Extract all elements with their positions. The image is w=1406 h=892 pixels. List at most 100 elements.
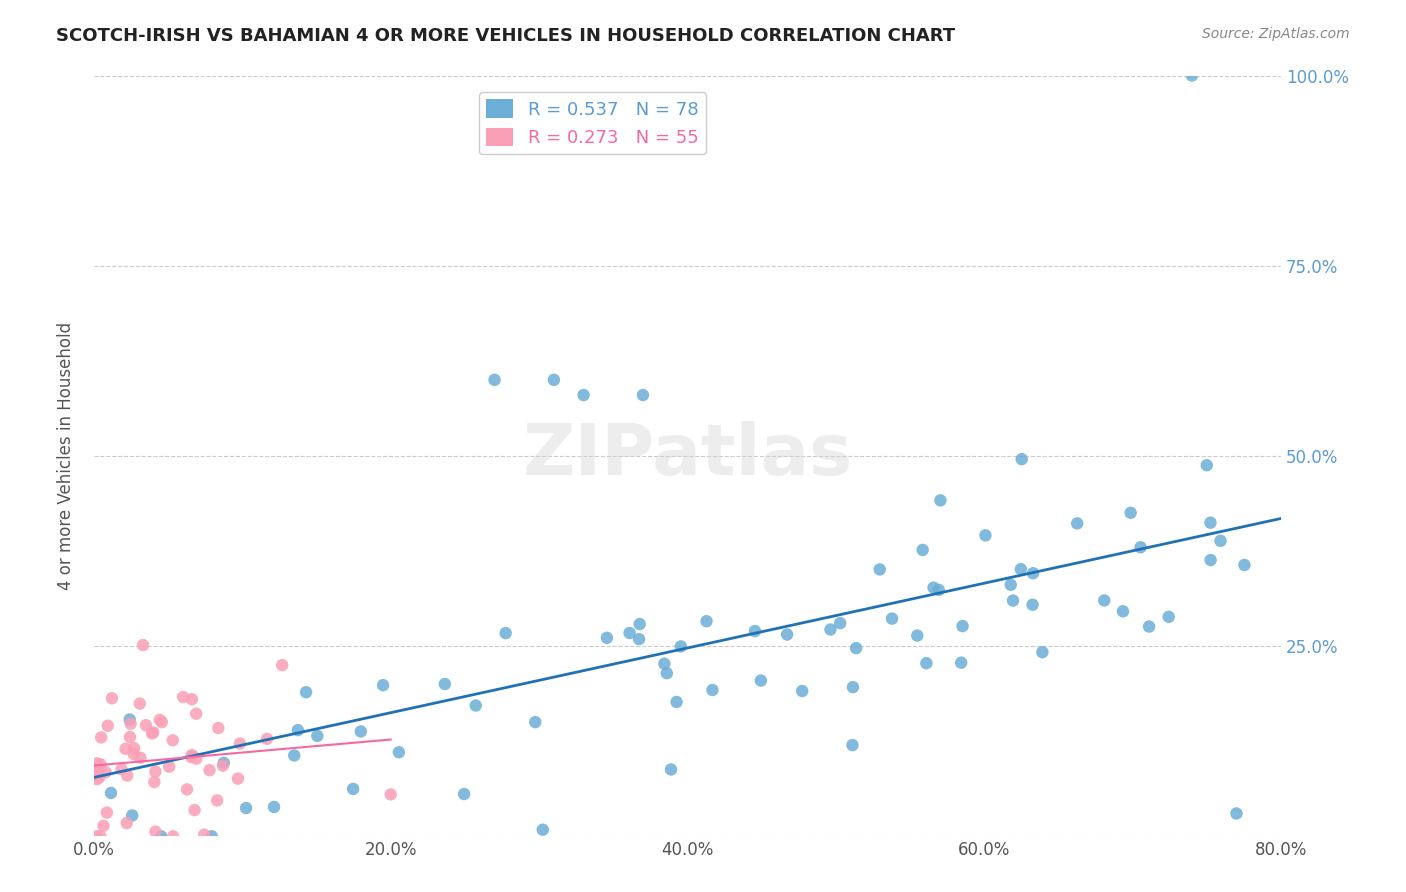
Scotch-Irish	[118, 713, 141, 727]
Scotch-Irish	[263, 800, 285, 814]
Scotch-Irish	[1195, 458, 1218, 473]
Scotch-Irish	[950, 656, 973, 670]
Text: Source: ZipAtlas.com: Source: ZipAtlas.com	[1202, 27, 1350, 41]
Scotch-Irish	[1112, 604, 1135, 618]
Scotch-Irish	[654, 657, 676, 671]
Scotch-Irish	[929, 493, 952, 508]
Text: SCOTCH-IRISH VS BAHAMIAN 4 OR MORE VEHICLES IN HOUSEHOLD CORRELATION CHART: SCOTCH-IRISH VS BAHAMIAN 4 OR MORE VEHIC…	[56, 27, 955, 45]
Scotch-Irish	[150, 830, 173, 844]
Scotch-Irish	[572, 388, 595, 402]
Scotch-Irish	[841, 738, 863, 752]
Scotch-Irish	[1021, 598, 1043, 612]
Scotch-Irish	[235, 801, 257, 815]
Bahamians	[186, 751, 208, 765]
Scotch-Irish	[776, 627, 799, 641]
Bahamians	[143, 775, 166, 789]
Bahamians	[256, 731, 278, 746]
Bahamians	[86, 766, 108, 780]
Bahamians	[145, 764, 167, 779]
Scotch-Irish	[922, 581, 945, 595]
Bahamians	[135, 718, 157, 732]
Scotch-Irish	[201, 830, 224, 844]
Bahamians	[86, 772, 108, 787]
Scotch-Irish	[655, 666, 678, 681]
Scotch-Irish	[702, 683, 724, 698]
Scotch-Irish	[121, 808, 143, 822]
Bahamians	[172, 690, 194, 704]
Scotch-Irish	[295, 685, 318, 699]
Bahamians	[186, 706, 208, 721]
Scotch-Irish	[1119, 506, 1142, 520]
Scotch-Irish	[628, 632, 651, 646]
Scotch-Irish	[842, 680, 865, 694]
Bahamians	[142, 725, 165, 739]
Scotch-Irish	[915, 657, 938, 671]
Bahamians	[128, 697, 150, 711]
Bahamians	[180, 750, 202, 764]
Text: ZIPatlas: ZIPatlas	[523, 421, 852, 491]
Scotch-Irish	[1022, 566, 1045, 581]
Bahamians	[110, 762, 132, 776]
Bahamians	[118, 730, 141, 744]
Scotch-Irish	[1199, 516, 1222, 530]
Scotch-Irish	[596, 631, 619, 645]
Bahamians	[86, 830, 108, 844]
Bahamians	[93, 819, 115, 833]
Scotch-Irish	[371, 678, 394, 692]
Scotch-Irish	[307, 729, 329, 743]
Scotch-Irish	[453, 787, 475, 801]
Scotch-Irish	[905, 628, 928, 642]
Scotch-Irish	[744, 624, 766, 638]
Scotch-Irish	[628, 617, 651, 632]
Scotch-Irish	[212, 756, 235, 770]
Bahamians	[122, 741, 145, 756]
Bahamians	[89, 771, 111, 785]
Scotch-Irish	[100, 786, 122, 800]
Bahamians	[115, 816, 138, 830]
Scotch-Irish	[659, 763, 682, 777]
Bahamians	[205, 793, 228, 807]
Scotch-Irish	[1011, 452, 1033, 467]
Scotch-Irish	[1129, 541, 1152, 555]
Scotch-Irish	[928, 582, 950, 597]
Bahamians	[86, 765, 108, 780]
Scotch-Irish	[669, 640, 692, 654]
Bahamians	[380, 788, 402, 802]
Scotch-Irish	[820, 623, 842, 637]
Scotch-Irish	[952, 619, 974, 633]
Bahamians	[90, 731, 112, 745]
Scotch-Irish	[543, 373, 565, 387]
Bahamians	[180, 747, 202, 762]
Bahamians	[94, 765, 117, 780]
Scotch-Irish	[830, 616, 852, 631]
Scotch-Irish	[1209, 533, 1232, 548]
Scotch-Irish	[1199, 553, 1222, 567]
Bahamians	[150, 715, 173, 730]
Scotch-Irish	[974, 528, 997, 542]
Scotch-Irish	[1066, 516, 1088, 531]
Scotch-Irish	[1225, 806, 1247, 821]
Bahamians	[181, 692, 204, 706]
Bahamians	[117, 768, 139, 782]
Scotch-Irish	[287, 723, 309, 738]
Bahamians	[122, 747, 145, 761]
Bahamians	[162, 830, 184, 844]
Bahamians	[157, 759, 180, 773]
Scotch-Irish	[1181, 69, 1204, 83]
Scotch-Irish	[484, 373, 506, 387]
Scotch-Irish	[1001, 593, 1024, 607]
Bahamians	[132, 638, 155, 652]
Y-axis label: 4 or more Vehicles in Household: 4 or more Vehicles in Household	[58, 322, 75, 590]
Bahamians	[89, 757, 111, 772]
Scotch-Irish	[433, 677, 456, 691]
Scotch-Irish	[631, 388, 654, 402]
Bahamians	[207, 721, 229, 735]
Bahamians	[129, 751, 152, 765]
Scotch-Irish	[464, 698, 486, 713]
Scotch-Irish	[619, 626, 641, 640]
Scotch-Irish	[1092, 593, 1115, 607]
Bahamians	[86, 756, 108, 771]
Scotch-Irish	[495, 626, 517, 640]
Scotch-Irish	[1137, 619, 1160, 633]
Bahamians	[271, 658, 294, 673]
